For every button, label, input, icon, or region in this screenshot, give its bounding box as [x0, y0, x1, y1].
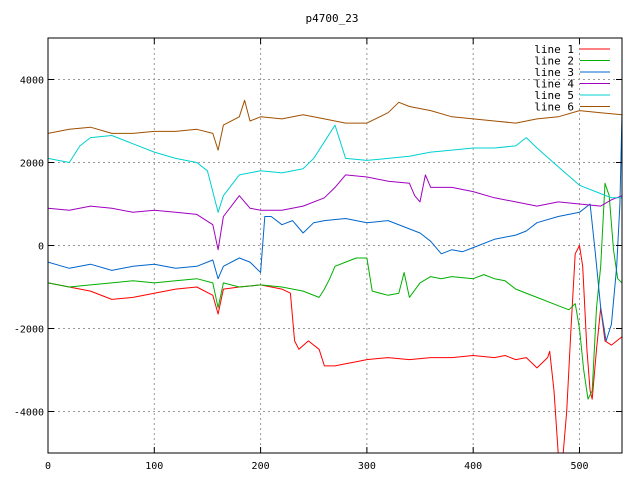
- x-tick-label: 200: [252, 461, 270, 472]
- series-line-5: [48, 124, 622, 213]
- x-tick-label: 100: [145, 461, 163, 472]
- series-line-3: [48, 112, 622, 342]
- y-tick-label: -4000: [14, 408, 44, 419]
- series-line-4: [48, 174, 622, 251]
- x-tick-label: 400: [464, 461, 482, 472]
- legend-label-3: line 3: [534, 66, 574, 79]
- x-tick-label: 300: [358, 461, 376, 472]
- y-tick-label: 4000: [20, 76, 44, 87]
- grid: [48, 38, 622, 453]
- legend-label-2: line 2: [534, 55, 574, 68]
- series-layer: [48, 99, 622, 453]
- series-line-6: [48, 99, 622, 151]
- series-line-2: [48, 182, 622, 400]
- legend-label-1: line 1: [534, 43, 574, 56]
- legend-label-5: line 5: [534, 89, 574, 102]
- x-tick-label: 500: [570, 461, 588, 472]
- series-line-1: [48, 245, 622, 453]
- x-tick-label: 0: [45, 461, 51, 472]
- y-tick-label: -2000: [14, 325, 44, 336]
- y-tick-label: 2000: [20, 159, 44, 170]
- chart-title: p4700_23: [306, 12, 359, 25]
- legend-label-6: line 6: [534, 101, 574, 114]
- axis-ticks: 0 100 200 300 400 500 -4000 -2000 0 2000 4000: [14, 38, 622, 472]
- legend-label-4: line 4: [534, 78, 574, 91]
- y-tick-label: 0: [38, 242, 44, 253]
